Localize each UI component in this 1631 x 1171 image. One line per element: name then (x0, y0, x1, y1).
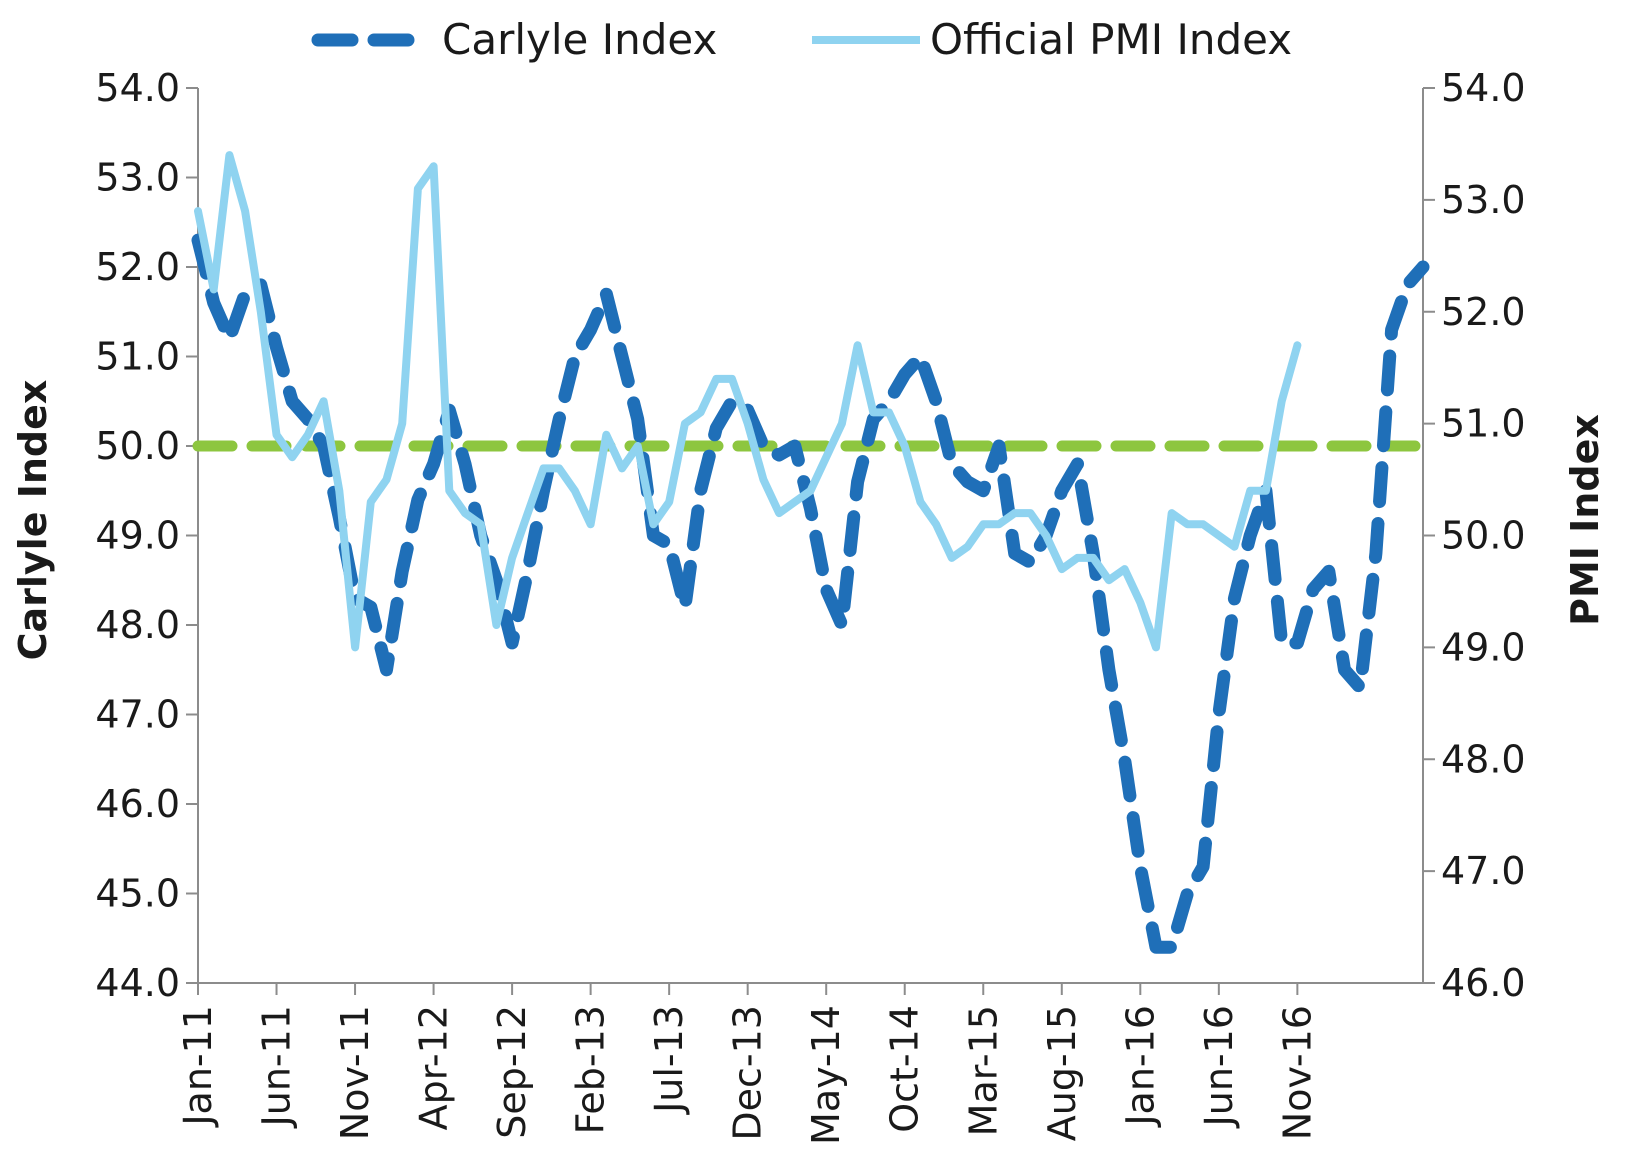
right-axis-title: PMI Index (1563, 414, 1607, 626)
right-tick-label: 52.0 (1441, 290, 1526, 334)
right-tick-label: 46.0 (1441, 961, 1526, 1005)
x-tick-label: Nov-11 (333, 1005, 377, 1140)
plot-area (191, 151, 1430, 954)
right-tick-label: 51.0 (1441, 402, 1526, 446)
x-axis-ticks: Jan-11 Jun-11 Nov-11 Apr-12 Sep-12 Feb-13 Jul-… (176, 983, 1319, 1145)
left-axis-ticks: 44.0 45.0 46.0 47.0 48.0 49.0 50.0 51.0 52.0 53.0… (95, 66, 198, 1005)
x-tick-label: Jun-16 (1197, 1005, 1241, 1128)
left-tick-label: 46.0 (95, 782, 180, 826)
left-tick-label: 49.0 (95, 514, 180, 558)
x-tick-label: May-14 (804, 1005, 848, 1145)
left-tick-label: 52.0 (95, 245, 180, 289)
x-tick-label: Apr-12 (412, 1005, 456, 1130)
left-tick-label: 54.0 (95, 66, 180, 110)
x-tick-label: Jan-11 (176, 1005, 220, 1128)
right-tick-label: 54.0 (1441, 66, 1526, 110)
right-axis-ticks: 46.0 47.0 48.0 49.0 50.0 51.0 52.0 53.0 54.0 (1423, 66, 1526, 1005)
x-tick-label: Mar-15 (961, 1005, 1005, 1136)
series-line-official-pmi-index (194, 151, 1302, 652)
left-tick-label: 50.0 (95, 424, 180, 468)
legend-label-official-pmi-index: Official PMI Index (930, 15, 1292, 64)
legend: Carlyle Index Official PMI Index (311, 15, 1292, 64)
x-tick-label: Dec-13 (726, 1005, 770, 1141)
series-line-carlyle-index (191, 233, 1430, 954)
x-tick-label: Feb-13 (569, 1005, 613, 1134)
x-tick-label: Nov-16 (1275, 1005, 1319, 1140)
left-tick-label: 45.0 (95, 872, 180, 916)
left-tick-label: 53.0 (95, 156, 180, 200)
left-tick-label: 44.0 (95, 961, 180, 1005)
legend-label-carlyle-index: Carlyle Index (442, 15, 717, 64)
x-tick-label: Aug-15 (1040, 1005, 1084, 1141)
right-tick-label: 49.0 (1441, 625, 1526, 669)
x-tick-label: Oct-14 (883, 1005, 927, 1133)
right-tick-label: 47.0 (1441, 849, 1526, 893)
right-tick-label: 48.0 (1441, 737, 1526, 781)
x-tick-label: Jan-16 (1118, 1005, 1162, 1128)
left-tick-label: 47.0 (95, 693, 180, 737)
right-tick-label: 50.0 (1441, 514, 1526, 558)
x-tick-label: Sep-12 (490, 1005, 534, 1139)
left-axis-title: Carlyle Index (11, 380, 55, 661)
x-tick-label: Jun-11 (255, 1005, 299, 1128)
left-tick-label: 48.0 (95, 603, 180, 647)
right-tick-label: 53.0 (1441, 178, 1526, 222)
x-tick-label: Jul-13 (647, 1005, 691, 1115)
left-tick-label: 51.0 (95, 335, 180, 379)
